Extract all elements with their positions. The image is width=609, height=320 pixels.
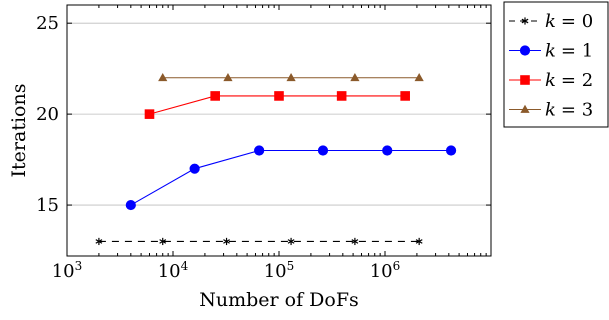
- data-point-star: [351, 237, 359, 246]
- legend-box: [503, 1, 609, 128]
- star-stroke: [223, 239, 230, 244]
- data-point-triangle: [158, 72, 168, 82]
- x-tick-exponent: 5: [287, 259, 295, 273]
- data-point-star: [159, 237, 167, 246]
- data-point-square: [210, 91, 220, 101]
- data-point-triangle: [520, 104, 530, 113]
- legend-label: k = 0: [545, 11, 593, 32]
- data-point-square: [274, 91, 284, 101]
- data-point-triangle: [414, 72, 424, 82]
- star-stroke: [351, 239, 359, 244]
- star-stroke: [95, 239, 103, 244]
- star-stroke: [159, 239, 167, 244]
- grid-lines: [67, 22, 491, 206]
- data-point-square: [520, 75, 530, 85]
- legend-label: k = 3: [545, 100, 593, 121]
- y-tick-label: 15: [36, 195, 59, 216]
- series-1: [125, 145, 457, 211]
- x-tick-base: 10: [158, 261, 181, 282]
- data-point-square: [400, 91, 410, 101]
- series-layer: [95, 72, 457, 246]
- x-tick-base: 10: [264, 261, 287, 282]
- x-tick-exponent: 4: [181, 259, 189, 273]
- data-point-circle: [189, 163, 200, 174]
- plot-frame: [66, 4, 492, 257]
- series-2: [144, 91, 410, 119]
- y-axis-label: Iterations: [8, 84, 30, 178]
- x-tick-base: 10: [370, 261, 393, 282]
- x-axis-label: Number of DoFs: [199, 289, 359, 311]
- data-point-square: [144, 109, 155, 119]
- x-tick-label: 105: [264, 259, 295, 282]
- data-point-circle: [254, 145, 265, 156]
- data-point-triangle: [223, 72, 233, 82]
- data-point-circle: [125, 199, 136, 211]
- legend-label-variable: k: [545, 11, 556, 32]
- star-stroke: [415, 239, 423, 244]
- star-stroke: [287, 239, 295, 244]
- x-tick-label: 104: [158, 259, 189, 282]
- legend-entry: k = 0: [509, 11, 593, 32]
- legend-label-value: = 0: [561, 11, 593, 32]
- series-3: [158, 72, 424, 82]
- data-point-circle: [519, 45, 531, 56]
- legend-label-value: = 2: [561, 70, 593, 91]
- x-tick-exponent: 6: [393, 259, 401, 273]
- legend: k = 0k = 1k = 2k = 3: [503, 1, 609, 128]
- y-tick-label: 25: [36, 13, 59, 34]
- data-point-star: [521, 17, 529, 25]
- data-point-triangle: [286, 72, 296, 82]
- x-tick-label: 103: [52, 259, 83, 282]
- x-tick-label: 106: [370, 259, 401, 282]
- legend-label-value: = 3: [561, 100, 593, 121]
- data-point-star: [223, 237, 230, 246]
- legend-entry: k = 1: [509, 41, 593, 62]
- legend-label-variable: k: [545, 100, 556, 121]
- data-point-circle: [445, 145, 457, 156]
- legend-label-variable: k: [545, 41, 556, 62]
- data-point-circle: [382, 145, 393, 156]
- legend-label-variable: k: [545, 70, 556, 91]
- star-stroke: [521, 18, 529, 24]
- x-tick-exponent: 3: [75, 259, 83, 273]
- data-point-circle: [317, 145, 329, 156]
- series-0: [95, 237, 423, 246]
- data-point-star: [415, 237, 423, 246]
- y-tick-label: 20: [36, 104, 59, 125]
- data-point-triangle: [350, 72, 360, 82]
- legend-entry: k = 2: [509, 70, 593, 91]
- series-line: [130, 149, 452, 206]
- data-point-star: [95, 237, 103, 246]
- x-tick-base: 10: [52, 261, 75, 282]
- legend-label: k = 2: [545, 70, 593, 91]
- legend-label-value: = 1: [561, 41, 593, 62]
- data-point-star: [287, 237, 295, 246]
- legend-entry: k = 3: [509, 100, 593, 121]
- data-point-square: [336, 91, 347, 101]
- legend-label: k = 1: [545, 41, 593, 62]
